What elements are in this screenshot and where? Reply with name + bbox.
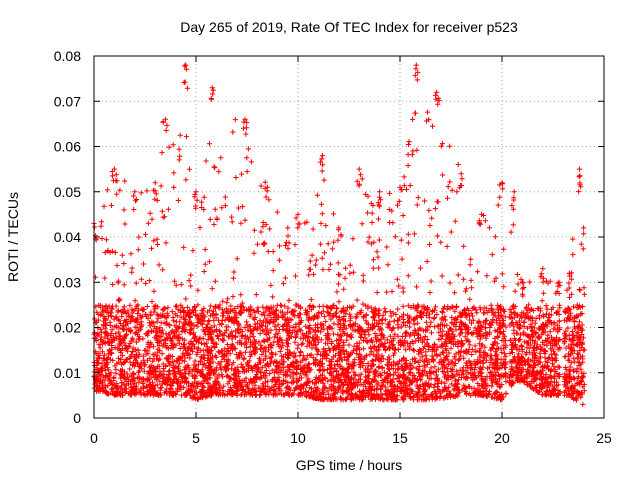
x-tick-label: 15 xyxy=(392,430,408,446)
y-tick-label: 0.04 xyxy=(54,229,81,245)
y-tick-label: 0.06 xyxy=(54,139,81,155)
data-points xyxy=(91,62,588,407)
x-tick-label: 20 xyxy=(494,430,510,446)
y-tick-label: 0.08 xyxy=(54,48,81,64)
y-tick-label: 0.07 xyxy=(54,93,81,109)
x-tick-label: 5 xyxy=(192,430,200,446)
plot-frame xyxy=(93,55,605,419)
y-tick-label: 0.02 xyxy=(54,320,81,336)
x-axis-label: GPS time / hours xyxy=(296,457,403,473)
chart-title: Day 265 of 2019, Rate Of TEC Index for r… xyxy=(180,19,518,35)
y-tick-label: 0.01 xyxy=(54,365,81,381)
y-tick-label: 0.05 xyxy=(54,184,81,200)
y-tick-label: 0 xyxy=(73,410,81,426)
x-tick-label: 0 xyxy=(90,430,98,446)
x-tick-label: 25 xyxy=(596,430,612,446)
y-axis-label: ROTI / TECUs xyxy=(5,192,21,282)
roti-markers xyxy=(91,62,588,407)
x-tick-label: 10 xyxy=(290,430,306,446)
axes: 0 5 10 15 20 25 0 0.01 0.02 0.03 0.04 0.05 0.06 0.07 0… xyxy=(54,48,612,446)
y-tick-label: 0.03 xyxy=(54,274,81,290)
